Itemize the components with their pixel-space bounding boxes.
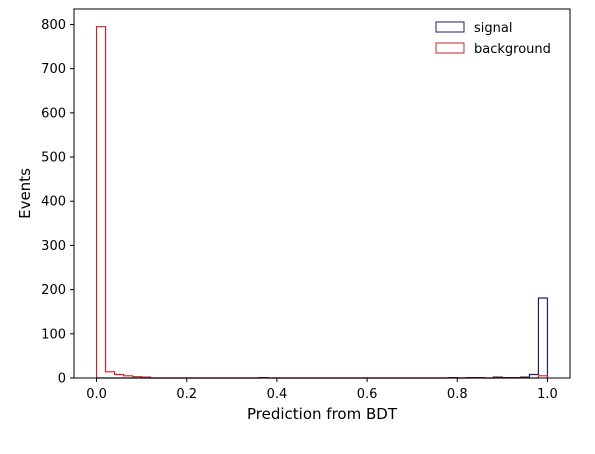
y-tick-label: 300 — [41, 239, 66, 254]
axes-layer: 0.0 0.2 0.4 0.6 0.8 1.0 0 100 200 300 400 500 600 700… — [41, 8, 571, 402]
legend-swatch-signal — [435, 21, 465, 33]
x-tick-label: 0.0 — [86, 387, 107, 402]
y-tick-label: 800 — [41, 18, 66, 33]
y-axis-label: Events — [16, 168, 34, 219]
legend: signal background — [435, 21, 551, 57]
y-tick-label: 400 — [41, 195, 66, 210]
x-tick-label: 0.2 — [176, 387, 197, 402]
y-tick-label: 600 — [41, 106, 66, 121]
plot-frame — [73, 8, 571, 379]
y-tick-label: 200 — [41, 283, 66, 298]
y-tick-label: 500 — [41, 151, 66, 166]
x-axis-label: Prediction from BDT — [247, 405, 398, 423]
x-tick-label: 0.4 — [267, 387, 288, 402]
x-tick-label: 0.8 — [447, 387, 468, 402]
legend-swatch-background — [435, 42, 465, 54]
legend-label-background: background — [474, 42, 551, 57]
y-tick-label: 700 — [41, 62, 66, 77]
x-tick-label: 0.6 — [357, 387, 378, 402]
y-tick-label: 100 — [41, 327, 66, 342]
y-tick-label: 0 — [58, 372, 66, 387]
x-tick-label: 1.0 — [537, 387, 558, 402]
legend-label-signal: signal — [474, 21, 512, 36]
